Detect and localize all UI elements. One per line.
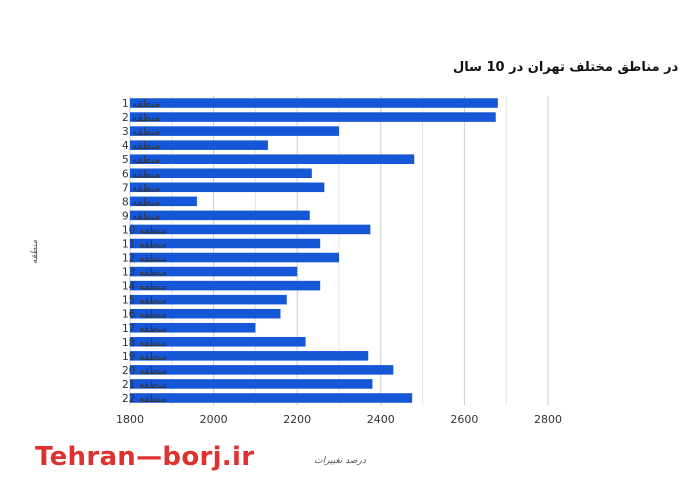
watermark-logo: Tehran—borj.ir [35, 442, 255, 472]
bar [130, 154, 415, 164]
category-label: منطقه 8 [122, 196, 160, 208]
bars [130, 98, 498, 403]
category-label: منطقه 6 [122, 168, 160, 180]
category-label: منطقه 1 [122, 98, 160, 110]
category-label: منطقه 15 [122, 295, 167, 307]
bar [130, 112, 496, 122]
bar [130, 182, 325, 193]
chart-title: نمودار رشد قیمت مسکن در مناطق مختلف تهرا… [453, 60, 680, 75]
category-label: منطقه 20 [122, 365, 167, 377]
category-label: منطقه 12 [122, 253, 167, 265]
x-tick-label: 2600 [450, 413, 478, 426]
category-label: منطقه 2 [122, 112, 160, 124]
category-label: منطقه 22 [122, 393, 167, 405]
bar [130, 322, 256, 333]
bar [130, 238, 321, 249]
category-label: منطقه 17 [122, 323, 167, 335]
category-label: منطقه 11 [122, 238, 167, 250]
x-tick-label: 2800 [534, 413, 562, 426]
y-axis-title: منطقه [30, 240, 40, 264]
bar [130, 98, 498, 108]
category-label: منطقه 14 [122, 281, 167, 293]
bar [130, 351, 369, 361]
category-label: منطقه 16 [122, 309, 167, 321]
bar [130, 337, 306, 347]
bar [130, 126, 339, 136]
bar [130, 140, 268, 150]
x-tick-label: 1800 [116, 413, 144, 426]
x-tick-label: 2400 [367, 413, 395, 426]
bar [130, 210, 310, 221]
category-label: منطقه 13 [122, 267, 167, 279]
bar [130, 365, 394, 375]
bar [130, 196, 197, 207]
bar [130, 308, 281, 319]
x-axis-title: درصد تغییرات [314, 456, 367, 466]
bar [130, 252, 339, 263]
x-tick-label: 2000 [200, 413, 228, 426]
category-label: منطقه 10 [122, 224, 167, 236]
category-label: منطقه 5 [122, 154, 160, 166]
category-label: منطقه 21 [122, 379, 167, 391]
bar [130, 224, 371, 235]
bar [130, 266, 298, 277]
category-label: منطقه 19 [122, 351, 167, 363]
category-labels: منطقه 1 منطقه 2 منطقه 3 منطقه 4 منطقه 5 منطقه… [122, 98, 167, 405]
bar [130, 294, 287, 305]
bar [130, 280, 321, 291]
bar [130, 379, 373, 389]
bar [130, 393, 413, 403]
category-label: منطقه 4 [122, 140, 160, 152]
category-label: منطقه 18 [122, 337, 167, 349]
x-tick-label: 2200 [283, 413, 311, 426]
x-tick-labels: 1800 2000 2200 2400 2600 2800 [116, 413, 562, 426]
bar [130, 168, 312, 179]
category-label: منطقه 7 [122, 182, 160, 194]
category-label: منطقه 3 [122, 126, 160, 138]
category-label: منطقه 9 [122, 210, 160, 222]
